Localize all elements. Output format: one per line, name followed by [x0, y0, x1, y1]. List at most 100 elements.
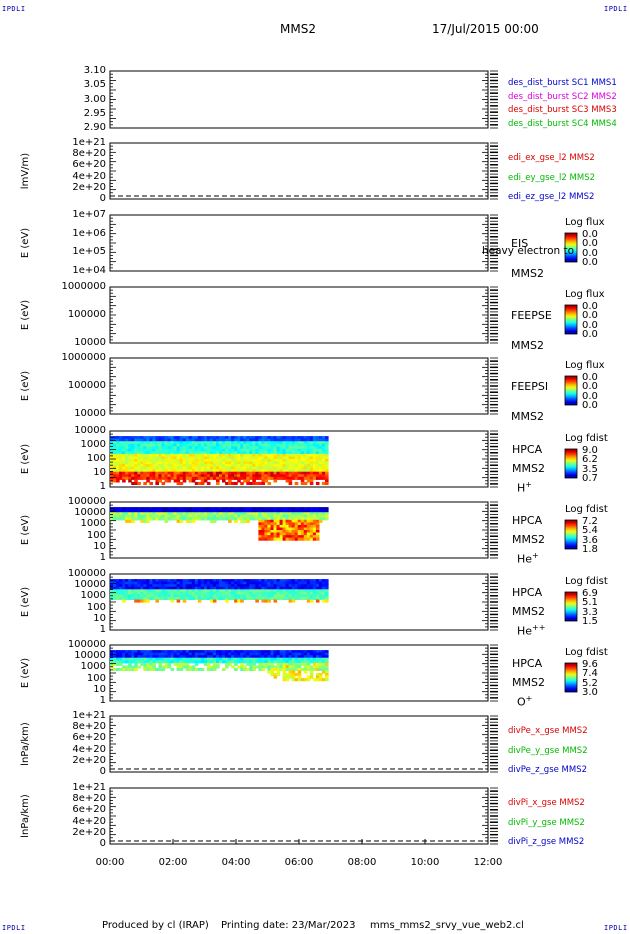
- spectrogram-cell: [179, 652, 184, 656]
- spectrogram-cell: [321, 584, 326, 588]
- spectrogram-cell: [288, 581, 293, 585]
- spectrogram-cell: [203, 517, 208, 521]
- spectrogram-cell: [309, 466, 314, 470]
- spectrogram-cell: [158, 474, 162, 478]
- spectrogram-cell: [297, 522, 302, 526]
- spectrogram-cell: [158, 441, 162, 445]
- spectrogram-cell: [270, 591, 275, 595]
- spectrogram-cell: [321, 453, 326, 457]
- spectrogram-cell: [231, 459, 235, 463]
- spectrogram-cell: [240, 589, 244, 593]
- spectrogram-cell: [222, 509, 226, 513]
- spectrogram-cell: [170, 591, 175, 595]
- spectrogram-cell: [249, 584, 253, 588]
- spectrogram-cell: [306, 650, 311, 654]
- spectrogram-cell: [243, 655, 247, 659]
- spectrogram-cell: [252, 652, 256, 656]
- spectrogram-cell: [325, 476, 329, 480]
- spectrogram-cell: [222, 451, 226, 455]
- spectrogram-cell: [197, 469, 202, 473]
- spectrogram-cell: [140, 657, 144, 661]
- spectrogram-cell: [188, 657, 193, 661]
- spectrogram-cell: [285, 532, 290, 536]
- spectrogram-cell: [303, 530, 308, 534]
- spectrogram-cell: [270, 517, 275, 521]
- spectrogram-cell: [228, 589, 232, 593]
- spectrogram-cell: [273, 660, 278, 664]
- spectrogram-cell: [288, 441, 293, 445]
- spectrogram-cell: [140, 584, 144, 588]
- spectrogram-cell: [128, 464, 132, 468]
- spectrogram-cell: [285, 446, 290, 450]
- spectrogram-cell: [303, 481, 308, 485]
- spectrogram-cell: [146, 436, 150, 440]
- spectrogram-cell: [228, 474, 232, 478]
- spectrogram-cell: [149, 461, 153, 465]
- spectrogram-cell: [225, 650, 229, 654]
- spectrogram-cell: [143, 660, 147, 664]
- spectrogram-cell: [288, 591, 293, 595]
- spectrogram-cell: [206, 589, 211, 593]
- spectrogram-cell: [219, 448, 223, 452]
- spectrogram-cell: [137, 448, 141, 452]
- spectrogram-cell: [246, 509, 250, 513]
- spectrogram-cell: [134, 471, 138, 475]
- spectrogram-cell: [167, 512, 172, 516]
- spectrogram-cell: [303, 464, 308, 468]
- spectrogram-cell: [134, 591, 138, 595]
- spectrogram-cell: [182, 514, 187, 518]
- spectrogram-cell: [225, 461, 229, 465]
- spectrogram-cell: [240, 594, 244, 598]
- spectrogram-cell: [282, 586, 287, 590]
- panel-9-colorbar: [564, 662, 578, 693]
- spectrogram-cell: [309, 650, 314, 654]
- spectrogram-cell: [303, 532, 308, 536]
- spectrogram-cell: [252, 662, 256, 666]
- spectrogram-cell: [194, 451, 199, 455]
- spectrogram-cell: [249, 667, 253, 671]
- spectrogram-cell: [325, 517, 329, 521]
- spectrogram-cell: [164, 474, 169, 478]
- spectrogram-cell: [285, 436, 290, 440]
- spectrogram-cell: [240, 579, 244, 583]
- spectrogram-cell: [167, 438, 172, 442]
- spectrogram-cell: [149, 471, 153, 475]
- spectrogram-cell: [306, 456, 311, 460]
- spectrogram-cell: [321, 514, 326, 518]
- spectrogram-cell: [170, 579, 175, 583]
- panel-3-instrument-label: EIS: [511, 237, 529, 250]
- spectrogram-cell: [312, 581, 317, 585]
- spectrogram-cell: [176, 657, 181, 661]
- spectrogram-cell: [300, 655, 305, 659]
- spectrogram-cell: [176, 652, 181, 656]
- spectrogram-cell: [110, 584, 114, 588]
- spectrogram-cell: [325, 479, 329, 483]
- spectrogram-cell: [122, 660, 126, 664]
- spectrogram-cell: [131, 453, 135, 457]
- spectrogram-cell: [209, 596, 214, 600]
- spectrogram-cell: [125, 469, 129, 473]
- spectrogram-cell: [231, 657, 235, 661]
- spectrogram-cell: [188, 517, 193, 521]
- spectrogram-cell: [146, 456, 150, 460]
- spectrogram-cell: [179, 476, 184, 480]
- spectrogram-cell: [273, 596, 278, 600]
- spectrogram-cell: [285, 514, 290, 518]
- spectrogram-cell: [222, 459, 226, 463]
- panel-3-colorbar-tick: 0.0: [582, 238, 598, 250]
- spectrogram-cell: [255, 509, 259, 513]
- spectrogram-cell: [155, 474, 159, 478]
- spectrogram-cell: [249, 589, 253, 593]
- spectrogram-cell: [303, 461, 308, 465]
- spectrogram-cell: [258, 596, 262, 600]
- spectrogram-cell: [203, 464, 208, 468]
- spectrogram-cell: [125, 459, 129, 463]
- spectrogram-cell: [146, 591, 150, 595]
- spectrogram-cell: [288, 594, 293, 598]
- panel-10-ytick-label: 2e+20: [72, 754, 106, 766]
- spectrogram-cell: [143, 599, 147, 603]
- spectrogram-cell: [131, 443, 135, 447]
- spectrogram-cell: [264, 459, 268, 463]
- spectrogram-cell: [164, 517, 169, 521]
- spectrogram-cell: [243, 652, 247, 656]
